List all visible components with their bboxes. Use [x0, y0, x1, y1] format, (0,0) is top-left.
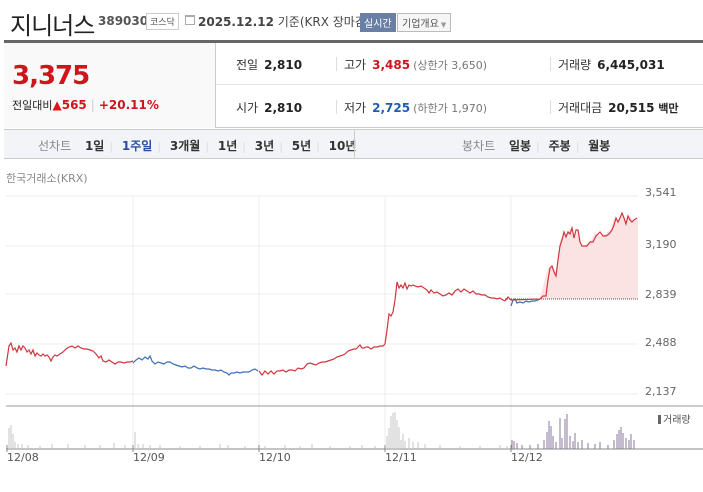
divider: [550, 100, 551, 114]
price-chart[interactable]: 3,541 3,190 2,839 2,488 2,137 거래량 12/08 …: [0, 180, 703, 488]
market-badge: 코스닥: [146, 13, 179, 30]
x-tick: 12/11: [385, 451, 417, 464]
low-value: 2,725: [372, 101, 411, 115]
trade-value-label: 거래대금: [558, 101, 603, 115]
volume-legend: 거래량: [658, 411, 691, 426]
tab-daily-candle[interactable]: 일봉: [508, 139, 532, 153]
date-basis: 2025.12.12 기준(KRX 장마감): [198, 13, 371, 30]
up-arrow-icon: ▲: [52, 98, 62, 112]
x-tick: 12/12: [511, 451, 543, 464]
info-row: 전일 2,810 고가 3,485 (상한가 3,650) 거래량 6,445,031: [216, 43, 703, 85]
tab-3month[interactable]: 3개월: [169, 139, 201, 153]
divider: |: [205, 140, 210, 153]
chevron-down-icon: ▼: [440, 21, 447, 29]
divider: [550, 57, 551, 71]
change-amount: 565: [61, 98, 87, 112]
basis-label: 기준(KRX 장마감): [277, 15, 371, 29]
x-tick: 12/08: [7, 451, 39, 464]
y-tick: 3,541: [645, 186, 677, 199]
open-price: 시가 2,810: [236, 99, 302, 116]
lower-limit: (하한가 1,970): [413, 102, 487, 115]
calendar-icon: [185, 15, 195, 25]
tab-5year[interactable]: 5년: [291, 139, 312, 153]
trade-value-value: 20,515: [608, 101, 655, 115]
divider: |: [242, 140, 246, 153]
volume-swatch-icon: [658, 415, 661, 424]
divider: |: [157, 140, 162, 153]
divider: |: [90, 98, 95, 112]
divider: [336, 57, 337, 71]
price-info-grid: 전일 2,810 고가 3,485 (상한가 3,650) 거래량 6,445,031 …: [216, 43, 703, 128]
company-overview-label: 기업개요: [402, 19, 439, 30]
x-tick: 12/09: [133, 451, 165, 464]
line-chart-title: 선차트: [38, 139, 72, 153]
volume-label: 거래량: [558, 58, 592, 72]
tab-1week[interactable]: 1주일: [121, 139, 153, 153]
tab-1year[interactable]: 1년: [217, 139, 238, 153]
company-overview-dropdown[interactable]: 기업개요 ▼: [397, 13, 452, 32]
prev-close-label: 전일: [236, 58, 259, 72]
tab-weekly-candle[interactable]: 주봉: [548, 139, 571, 153]
tab-10year[interactable]: 10년: [328, 139, 357, 153]
volume-value: 6,445,031: [597, 58, 665, 72]
line-chart-tabs: 선차트 1일 | 1주일 | 3개월 | 1년 | 3년 | 5년 | 10년: [38, 137, 356, 154]
high-value: 3,485: [372, 58, 411, 72]
chart-period-tabs: 선차트 1일 | 1주일 | 3개월 | 1년 | 3년 | 5년 | 10년 봉차트 일봉…: [4, 129, 703, 159]
high-price: 고가 3,485 (상한가 3,650): [344, 56, 487, 73]
y-tick: 3,190: [645, 238, 677, 251]
divider: |: [109, 140, 114, 153]
current-price: 3,375: [12, 61, 90, 91]
volume-bars: [8, 412, 508, 449]
tab-1day[interactable]: 1일: [84, 139, 105, 153]
volume: 거래량 6,445,031: [558, 56, 665, 73]
price-summary: 3,375 전일대비▲565 | +20.11% 전일 2,810 고가 3,485 (상…: [4, 40, 703, 128]
divider: [336, 100, 337, 114]
divider: |: [536, 140, 540, 153]
date-value: 2025.12.12: [198, 15, 274, 29]
y-tick: 2,137: [645, 385, 677, 398]
low-label: 저가: [344, 101, 367, 115]
change-label: 전일대비: [12, 99, 53, 112]
tab-monthly-candle[interactable]: 월봉: [588, 139, 611, 153]
price-change: 전일대비▲565 | +20.11%: [12, 97, 159, 113]
stock-code: 389030: [98, 14, 149, 28]
open-value: 2,810: [264, 101, 303, 115]
grid-lines: [6, 195, 638, 450]
divider: |: [279, 140, 283, 153]
change-percent: +20.11%: [98, 98, 159, 112]
upper-limit: (상한가 3,650): [413, 59, 487, 72]
gain-area: [540, 212, 638, 299]
info-row: 시가 2,810 저가 2,725 (하한가 1,970) 거래대금 20,515 백만: [216, 86, 703, 128]
x-tick: 12/10: [259, 451, 291, 464]
prev-close-value: 2,810: [264, 58, 303, 72]
divider: |: [316, 140, 320, 153]
y-tick: 2,488: [645, 336, 677, 349]
stock-header: 지니너스 389030 코스닥 2025.12.12 기준(KRX 장마감) 실…: [0, 0, 703, 40]
y-tick: 2,839: [645, 288, 677, 301]
volume-legend-label: 거래량: [663, 415, 691, 426]
candle-chart-tabs: 봉차트 일봉 | 주봉 | 월봉: [462, 137, 610, 154]
high-label: 고가: [344, 58, 367, 72]
open-label: 시가: [236, 101, 259, 115]
tab-3year[interactable]: 3년: [254, 139, 275, 153]
trade-value: 거래대금 20,515 백만: [558, 99, 679, 116]
divider: [354, 130, 355, 158]
prev-close: 전일 2,810: [236, 56, 302, 73]
low-price: 저가 2,725 (하한가 1,970): [344, 99, 487, 116]
candle-chart-title: 봉차트: [462, 139, 496, 153]
divider: |: [575, 140, 580, 153]
stock-name: 지니너스: [10, 12, 95, 40]
trade-value-unit: 백만: [658, 102, 679, 115]
current-price-box: 3,375 전일대비▲565 | +20.11%: [4, 43, 216, 128]
realtime-button[interactable]: 실시간: [360, 13, 396, 32]
price-chart-svg: [5, 195, 703, 452]
volume-bars-today: [511, 414, 635, 449]
exchange-label: 한국거래소(KRX): [6, 172, 88, 185]
